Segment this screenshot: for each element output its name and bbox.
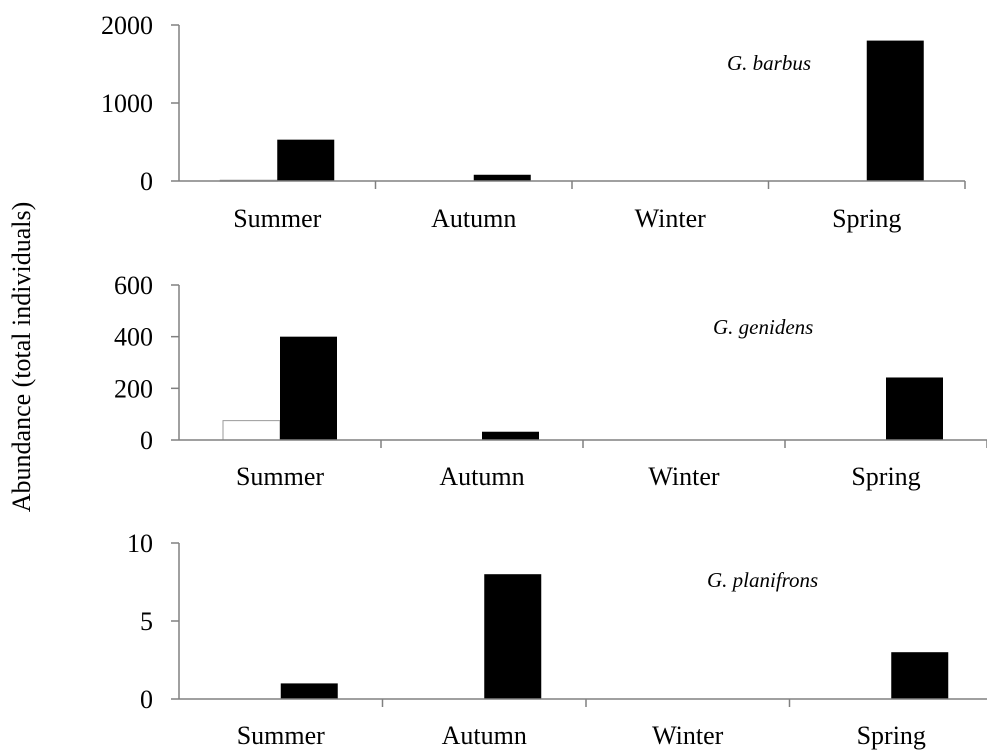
bar [866,40,924,181]
category-label: Summer [236,462,324,491]
bar [482,431,539,440]
category-label: Spring [857,721,926,750]
category-label: Autumn [439,462,524,491]
chart-panel-planifrons: G. planifrons 0 5 10 Summer Autumn Winter Spri… [127,529,987,750]
y-tick-label: 1000 [101,89,153,118]
y-tick-label: 0 [140,167,153,196]
bar [473,174,531,181]
species-annotation: G. genidens [713,315,813,339]
category-label: Spring [832,204,901,233]
bar [886,377,943,440]
y-tick-label: 5 [140,607,153,636]
chart-panel-genidens: G. genidens 0 200 400 600 Summer Autumn Winter… [114,271,987,491]
bar [891,652,949,699]
bar [277,139,335,181]
y-tick-label: 10 [127,529,153,558]
bar [222,420,281,441]
y-axis-label: Abundance (total individuals) [7,202,36,512]
bar [280,683,338,699]
bar [484,574,542,699]
y-tick-label: 200 [114,374,153,403]
category-label: Winter [652,721,723,750]
bar [280,336,337,440]
category-label: Autumn [442,721,527,750]
y-tick-label: 600 [114,271,153,300]
category-label: Winter [635,204,706,233]
category-label: Winter [648,462,719,491]
y-tick-label: 2000 [101,11,153,40]
category-label: Summer [237,721,325,750]
category-label: Summer [233,204,321,233]
category-label: Autumn [431,204,516,233]
category-label: Spring [851,462,920,491]
species-annotation: G. barbus [727,51,811,75]
species-annotation: G. planifrons [707,568,818,592]
y-tick-label: 0 [140,685,153,714]
y-tick-label: 400 [114,323,153,352]
chart-panel-barbus: G. barbus 0 1000 2000 Summer Autumn Winter Spr… [101,11,966,233]
y-tick-label: 0 [140,426,153,455]
